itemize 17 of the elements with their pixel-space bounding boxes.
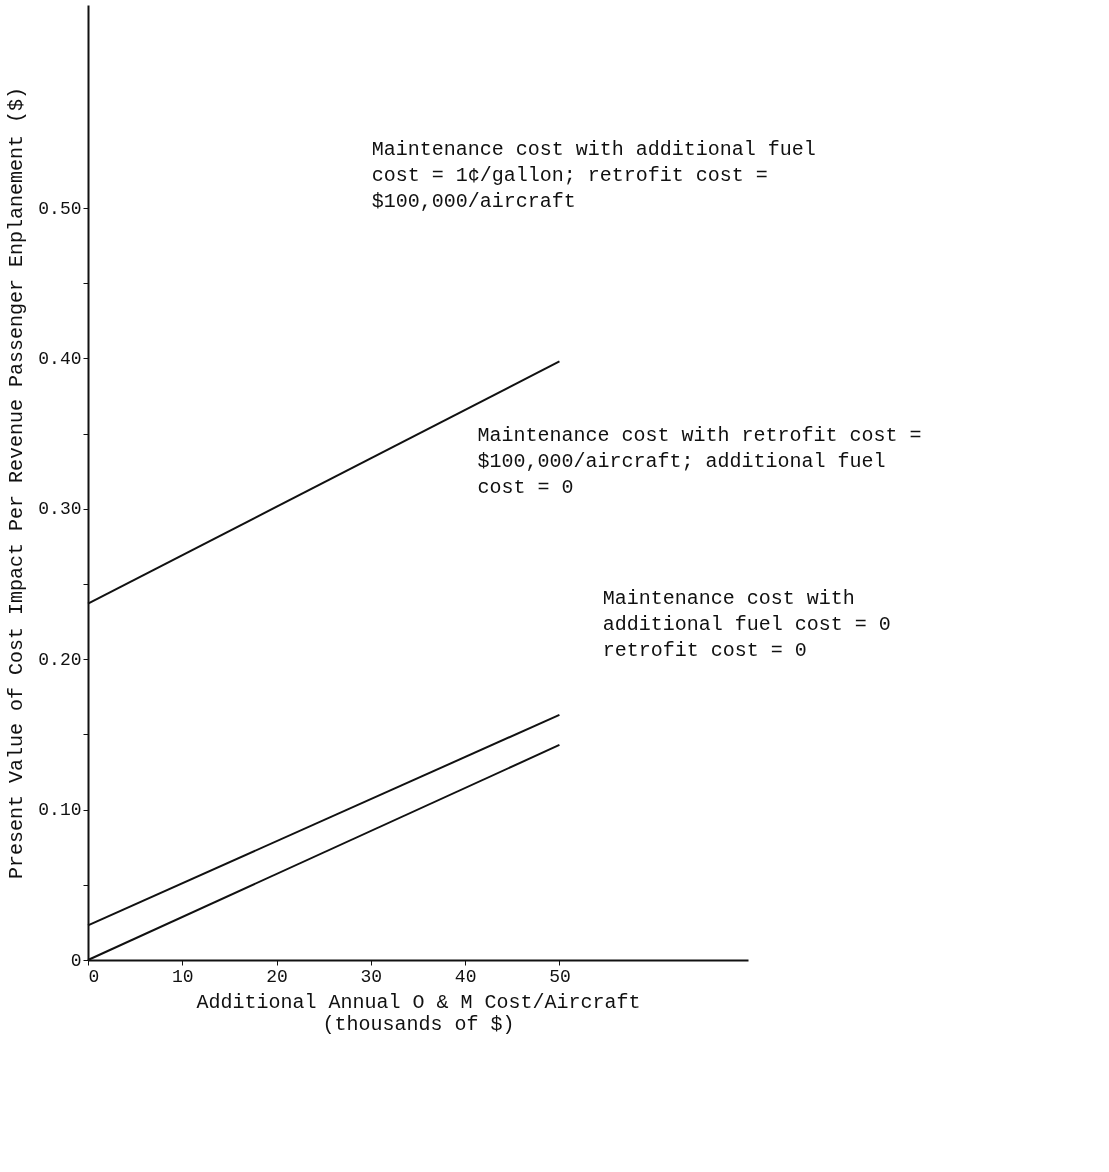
y-tick-label: 0.20 xyxy=(38,649,82,670)
y-tick-label: 0 xyxy=(70,950,82,971)
x-tick-label: 40 xyxy=(454,966,477,987)
annotation: Maintenance cost with additional fuel cost = 0 retrofit cost = 0 xyxy=(602,586,891,662)
annotation: Maintenance cost with additional fuel cost = 1¢/gallon; retrofit cost = $100,000/aircraft xyxy=(371,137,816,213)
y-tick-label: 0.40 xyxy=(38,348,82,369)
x-tick-label: 50 xyxy=(549,966,571,987)
x-tick-label: 0 xyxy=(88,966,100,987)
y-axis-title: Present Value of Cost Impact Per Revenue Passenger Enplanement ($) xyxy=(5,86,29,880)
x-tick-label: 30 xyxy=(360,966,383,987)
y-tick-label: 0.10 xyxy=(38,800,82,821)
y-tick-label: 0.50 xyxy=(38,198,82,219)
x-axis-title: Additional Annual O & M Cost/Aircraft (thousands of $) xyxy=(196,990,641,1036)
x-tick-label: 20 xyxy=(266,966,288,987)
y-tick-label: 0.30 xyxy=(38,499,82,520)
annotation: Maintenance cost with retrofit cost = $100,000/aircraft; additional fuel cost = 0 xyxy=(477,424,922,500)
x-tick-label: 10 xyxy=(171,966,194,987)
